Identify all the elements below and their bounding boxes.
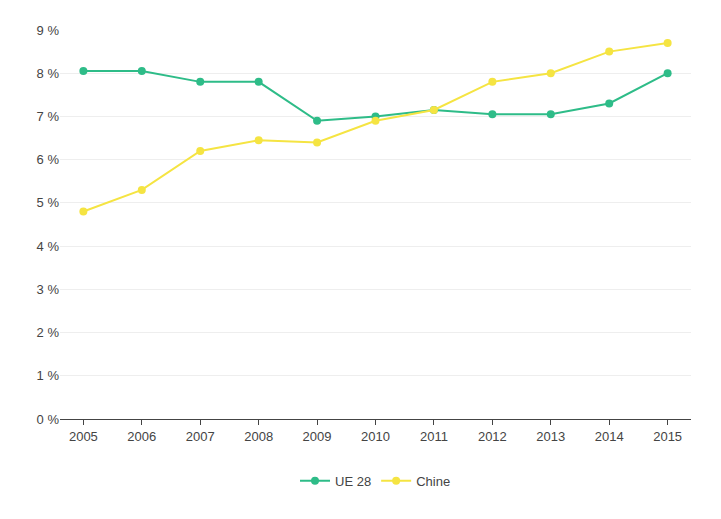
svg-text:2 %: 2 % <box>37 325 60 340</box>
svg-text:3 %: 3 % <box>37 282 60 297</box>
svg-text:2015: 2015 <box>653 429 682 444</box>
svg-text:2012: 2012 <box>478 429 507 444</box>
svg-text:2008: 2008 <box>244 429 273 444</box>
svg-text:5 %: 5 % <box>37 195 60 210</box>
svg-text:6 %: 6 % <box>37 152 60 167</box>
svg-text:UE 28: UE 28 <box>335 474 371 489</box>
svg-text:2009: 2009 <box>303 429 332 444</box>
svg-text:2005: 2005 <box>69 429 98 444</box>
svg-text:0 %: 0 % <box>37 412 60 427</box>
svg-text:2013: 2013 <box>536 429 565 444</box>
svg-text:2010: 2010 <box>361 429 390 444</box>
svg-text:2014: 2014 <box>595 429 624 444</box>
svg-text:Chine: Chine <box>416 474 450 489</box>
svg-text:8 %: 8 % <box>37 66 60 81</box>
svg-text:2007: 2007 <box>186 429 215 444</box>
svg-text:4 %: 4 % <box>37 239 60 254</box>
svg-text:1 %: 1 % <box>37 368 60 383</box>
svg-text:2011: 2011 <box>420 429 448 444</box>
svg-text:9 %: 9 % <box>37 23 60 38</box>
svg-text:7 %: 7 % <box>37 109 60 124</box>
svg-text:2006: 2006 <box>127 429 156 444</box>
